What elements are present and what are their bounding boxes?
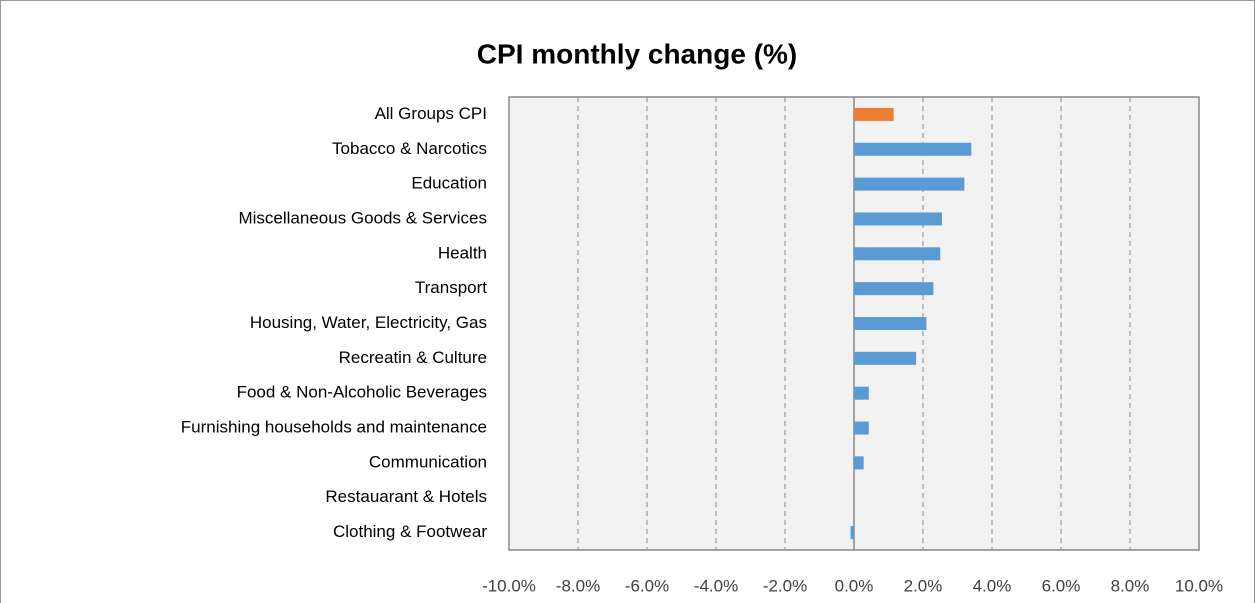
y-tick-label: Furnishing households and maintenance <box>181 418 487 437</box>
x-tick-label: -4.0% <box>694 576 738 595</box>
x-tick-label: -2.0% <box>763 576 807 595</box>
bar <box>854 456 864 470</box>
x-tick-label: 6.0% <box>1042 576 1081 595</box>
bar <box>854 142 972 156</box>
bar <box>854 107 894 121</box>
chart-title: CPI monthly change (%) <box>477 38 797 69</box>
x-tick-label: -6.0% <box>625 576 669 595</box>
bar <box>854 212 942 226</box>
x-tick-label: -10.0% <box>482 576 536 595</box>
y-tick-label: Health <box>438 243 487 262</box>
y-tick-label: All Groups CPI <box>375 104 487 123</box>
x-tick-label: 10.0% <box>1175 576 1223 595</box>
x-tick-label: 4.0% <box>973 576 1012 595</box>
bar <box>850 526 854 540</box>
x-tick-label: 0.0% <box>835 576 874 595</box>
bar <box>854 247 941 261</box>
y-tick-label: Restauarant & Hotels <box>325 487 487 506</box>
y-tick-label: Recreatin & Culture <box>339 348 487 367</box>
bar <box>854 386 869 400</box>
bar <box>854 317 927 330</box>
x-tick-label: -8.0% <box>556 576 600 595</box>
y-tick-label: Housing, Water, Electricity, Gas <box>250 313 487 332</box>
bar <box>854 177 965 191</box>
y-tick-label: Education <box>411 174 487 193</box>
bar <box>854 351 917 365</box>
x-tick-label: 2.0% <box>904 576 943 595</box>
bar <box>854 282 934 296</box>
y-tick-label: Transport <box>415 278 487 297</box>
y-tick-label: Clothing & Footwear <box>333 522 487 541</box>
y-tick-label: Miscellaneous Goods & Services <box>238 208 487 227</box>
y-tick-label: Communication <box>369 452 487 471</box>
y-tick-label: Tobacco & Narcotics <box>332 139 487 158</box>
y-tick-label: Food & Non-Alcoholic Beverages <box>237 383 487 402</box>
bar <box>854 421 869 435</box>
x-tick-label: 8.0% <box>1111 576 1150 595</box>
